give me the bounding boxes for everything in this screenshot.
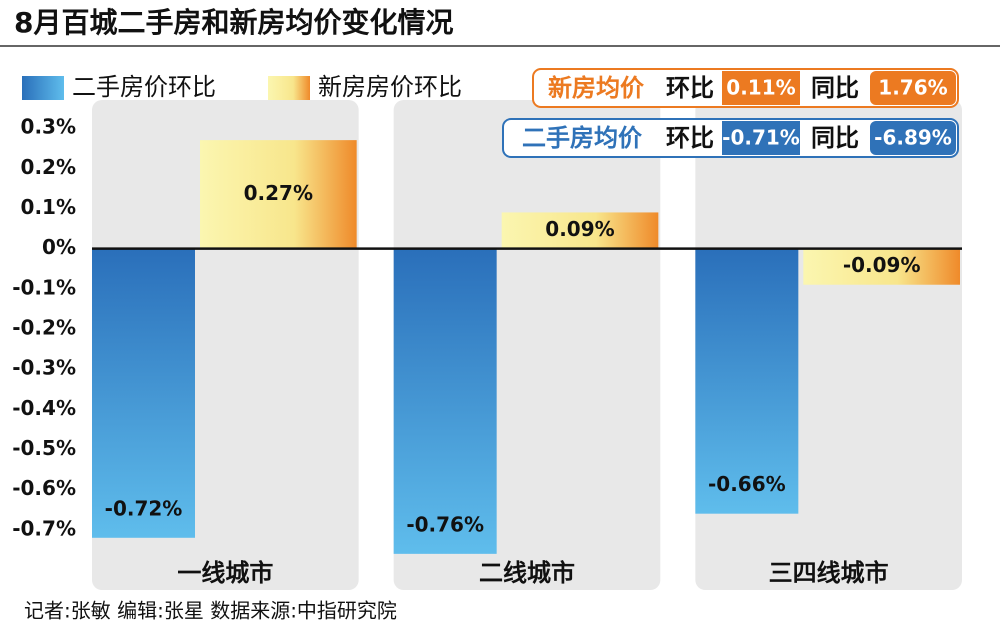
- info-name: 二手房均价: [522, 124, 643, 152]
- y-tick-label: -0.6%: [12, 476, 76, 500]
- legend: 二手房价环比 新房房价环比: [22, 73, 462, 101]
- value-label: -0.76%: [406, 512, 484, 536]
- bar: [501, 212, 659, 249]
- value-label: 0.09%: [545, 217, 614, 241]
- bar: [803, 248, 960, 285]
- legend-label: 新房房价环比: [318, 73, 462, 101]
- info-cell: [722, 121, 800, 155]
- x-tick-label: 二线城市: [479, 559, 575, 587]
- legend-swatch: [268, 76, 310, 100]
- value-label: -0.09%: [843, 253, 921, 277]
- info-cell: [722, 71, 800, 105]
- bar: [200, 140, 357, 249]
- bar: [695, 248, 799, 514]
- y-tick-label: -0.2%: [12, 315, 76, 339]
- info-name: 新房均价: [548, 74, 645, 102]
- legend-swatch: [22, 76, 64, 100]
- x-tick-label: 三四线城市: [769, 559, 889, 587]
- value-label: -0.66%: [708, 472, 786, 496]
- bar: [92, 248, 195, 538]
- info-label: 同比: [811, 124, 859, 152]
- info-value: 0.11%: [726, 76, 795, 100]
- info-cell: [870, 121, 956, 155]
- info-label: 环比: [666, 74, 714, 102]
- info-box: 新房均价 环比 0.11% 同比 1.76%: [532, 68, 959, 108]
- legend-label: 二手房价环比: [72, 73, 216, 101]
- info-label: 环比: [666, 124, 714, 152]
- x-tick-label: 一线城市: [177, 559, 273, 587]
- y-tick-label: -0.4%: [12, 396, 76, 420]
- y-tick-label: 0.1%: [21, 195, 76, 219]
- info-value: 1.76%: [878, 76, 947, 100]
- value-label: 0.27%: [244, 181, 313, 205]
- info-box: 二手房均价 环比 -0.71% 同比 -6.89%: [502, 118, 959, 158]
- info-cell: [870, 71, 956, 105]
- footer: 记者:张敏 编辑:张星 数据来源:中指研究院: [24, 599, 397, 623]
- info-label: 同比: [811, 74, 859, 102]
- y-tick-label: -0.3%: [12, 356, 76, 380]
- info-value: -6.89%: [874, 126, 952, 150]
- y-tick-label: 0%: [42, 235, 76, 259]
- info-value: -0.71%: [722, 126, 800, 150]
- value-label: -0.72%: [105, 496, 183, 520]
- y-tick-label: 0.2%: [21, 155, 76, 179]
- y-tick-label: -0.1%: [12, 275, 76, 299]
- y-tick-label: 0.3%: [21, 115, 76, 139]
- bar: [393, 248, 497, 554]
- y-tick-label: -0.5%: [12, 436, 76, 460]
- chart-title: 8月百城二手房和新房均价变化情况: [14, 6, 453, 39]
- y-tick-label: -0.7%: [12, 516, 76, 540]
